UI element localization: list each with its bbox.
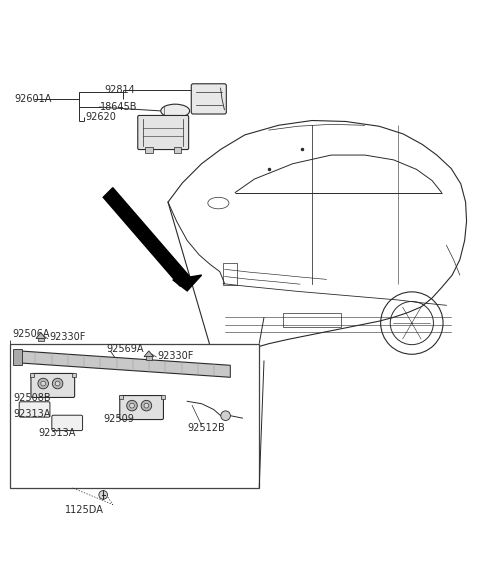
Circle shape (52, 379, 63, 389)
Circle shape (38, 379, 48, 389)
Text: 92601A: 92601A (14, 94, 52, 104)
Text: 92814: 92814 (105, 85, 135, 95)
Circle shape (141, 400, 152, 411)
Circle shape (55, 381, 60, 386)
Bar (38, 338, 44, 342)
Text: 1125DA: 1125DA (65, 505, 103, 515)
Text: 92313A: 92313A (38, 429, 76, 439)
Bar (145, 147, 153, 153)
Polygon shape (103, 188, 190, 286)
Bar (223, 263, 237, 284)
Circle shape (221, 411, 230, 421)
Polygon shape (19, 351, 230, 377)
FancyBboxPatch shape (138, 115, 189, 149)
Text: 92330F: 92330F (157, 351, 194, 361)
FancyBboxPatch shape (120, 396, 163, 419)
Bar (161, 395, 165, 399)
Bar (30, 373, 34, 377)
Text: 92508B: 92508B (13, 393, 51, 403)
Bar (283, 313, 341, 327)
Bar (119, 395, 123, 399)
Ellipse shape (208, 197, 229, 209)
Polygon shape (144, 351, 154, 357)
Bar (146, 356, 152, 359)
Bar (72, 373, 76, 377)
Circle shape (130, 403, 134, 408)
Text: 92512B: 92512B (187, 423, 225, 433)
Text: 92509: 92509 (103, 414, 134, 424)
FancyBboxPatch shape (52, 415, 83, 430)
Text: 92330F: 92330F (49, 332, 85, 343)
Text: 18645B: 18645B (100, 102, 137, 112)
Polygon shape (36, 333, 46, 339)
FancyBboxPatch shape (19, 402, 50, 417)
Circle shape (127, 400, 137, 411)
FancyBboxPatch shape (191, 84, 227, 114)
Text: 92506A: 92506A (12, 329, 49, 339)
Text: 92313A: 92313A (13, 409, 51, 419)
Text: 92569A: 92569A (106, 343, 144, 354)
Polygon shape (173, 275, 202, 291)
Circle shape (99, 490, 108, 499)
Text: 92620: 92620 (85, 112, 116, 122)
Bar (13, 349, 22, 365)
Bar (10, 344, 259, 488)
Circle shape (144, 403, 149, 408)
Ellipse shape (161, 104, 190, 118)
FancyBboxPatch shape (31, 373, 75, 398)
Circle shape (41, 381, 46, 386)
Bar (174, 147, 181, 153)
